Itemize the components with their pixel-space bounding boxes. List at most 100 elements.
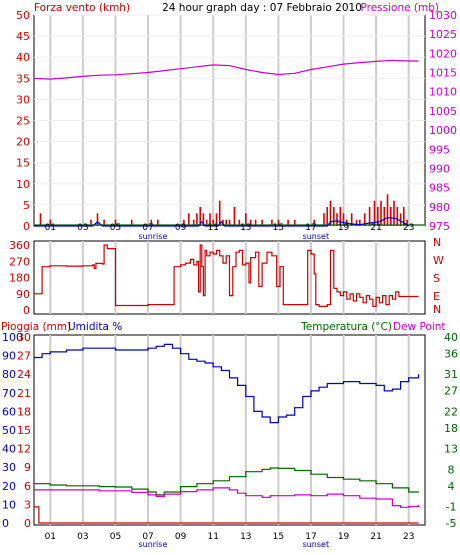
rain-tick-label: 18 [17,405,31,418]
temperature-axis-title: Temperatura (°C) [300,321,392,333]
hour-tick-label: 17 [305,532,316,542]
wind-bar [49,219,52,226]
hour-tick-label: 13 [240,532,251,542]
humidity-tick-label: 90 [2,350,16,363]
temperature-tick-label: 22 [444,405,458,418]
wind-bar [271,219,273,226]
temperature-tick-label: 40 [444,331,458,344]
wind-bar [380,200,382,226]
wind-bar [323,213,325,226]
pressure-line [33,59,419,80]
wind-bar [393,200,395,226]
wind-bar [368,207,371,226]
wind-bar [199,207,201,226]
hour-tick-label: 19 [338,223,350,233]
hour-tick-label: 09 [175,223,187,233]
pressure-tick-label: 1015 [429,67,457,80]
wind-tick-label: 10 [16,178,30,191]
direction-tick-label: 270 [9,255,30,268]
pressure-tick-label: 1030 [429,9,457,22]
hour-tick-label: 07 [142,532,153,542]
hour-tick-label: 01 [45,223,56,233]
wind-bar [196,213,198,226]
temperature-tick-label: -1 [446,501,457,514]
wind-x-ticks: 01 03 05 07 09 11 13 15 17 19 21 23 [45,223,415,233]
wind-bar [403,207,405,226]
rain-tick-label: 6 [24,480,31,493]
direction-line [34,244,419,307]
pressure-tick-label: 980 [429,201,450,214]
hour-tick-label: 17 [305,223,316,233]
wind-bar [212,219,214,226]
direction-line-path [34,244,419,307]
rain-tick-label: 27 [17,350,31,363]
sunrise-label-top: sunrise [138,232,167,241]
temperature-x-ticks: 01 03 05 07 09 11 13 15 17 19 21 23 [45,532,415,542]
humidity-tick-label: 10 [2,498,16,511]
humidity-tick-label: 30 [2,461,16,474]
wind-panel-grid [34,14,425,227]
wind-bar [342,213,345,226]
pressure-tick-label: 1010 [429,86,457,99]
humidity-line [34,343,420,424]
wind-axis-title: Forza vento (kmh) [34,2,130,14]
direction-tick-label: 180 [9,272,30,285]
wind-bar [188,213,190,226]
wind-bar [254,219,257,226]
hour-tick-label: 13 [240,223,251,233]
wind-bar [277,219,280,226]
compass-tick-label: N [433,303,441,316]
hour-tick-label: 19 [338,532,350,542]
sunset-label-bottom: sunset [303,540,330,549]
wind-bar [293,219,296,226]
pressure-tick-label: 995 [429,143,450,156]
wind-bar [359,219,361,226]
pressure-y-ticks: 975 980 985 990 995 1000 1005 1010 1015 1020 1025 1… [429,9,457,233]
hour-tick-label: 03 [77,223,88,233]
wind-bar [399,213,402,226]
pressure-tick-label: 1005 [429,105,457,118]
wind-bar [90,219,92,226]
wind-bar [261,219,263,226]
wind-bar [373,200,376,226]
hour-tick-label: 21 [370,223,381,233]
dewpoint-line [34,487,420,508]
wind-bar [130,219,133,226]
wind-bar [313,219,315,226]
rain-tick-label: 24 [17,368,31,381]
wind-bar [225,219,227,226]
wind-bar [326,207,328,226]
wind-bar [205,219,208,226]
hour-tick-label: 15 [273,532,284,542]
temperature-tick-label: 27 [444,385,458,398]
humidity-tick-label: 50 [2,424,16,437]
wind-bar [39,213,42,226]
wind-bar [406,219,408,226]
humidity-tick-label: 20 [2,480,16,493]
wind-bar [114,219,117,226]
wind-tick-label: 30 [16,93,30,106]
wind-tick-label: 15 [16,157,30,170]
wind-tick-label: 45 [16,30,30,43]
compass-tick-label: W [433,254,444,267]
wind-bar [329,200,332,226]
wind-bar [396,207,399,226]
rain-tick-label: 0 [24,517,31,530]
hour-tick-label: 11 [207,532,218,542]
pressure-tick-label: 990 [429,163,450,176]
wind-bar [333,207,335,226]
humidity-tick-label: 80 [2,368,16,381]
hour-tick-label: 05 [110,532,121,542]
pressure-tick-label: 985 [429,182,450,195]
wind-bar [238,219,241,226]
wind-bar [339,207,342,226]
humidity-tick-label: 100 [2,331,23,344]
hour-tick-label: 01 [45,532,56,542]
rain-tick-label: 15 [17,424,31,437]
wind-bar [249,219,252,226]
direction-tick-label: 90 [16,288,30,301]
hour-tick-label: 23 [403,223,414,233]
sunset-label-top: sunset [303,232,330,241]
rain-line [34,506,419,524]
wind-tick-label: 20 [16,136,30,149]
